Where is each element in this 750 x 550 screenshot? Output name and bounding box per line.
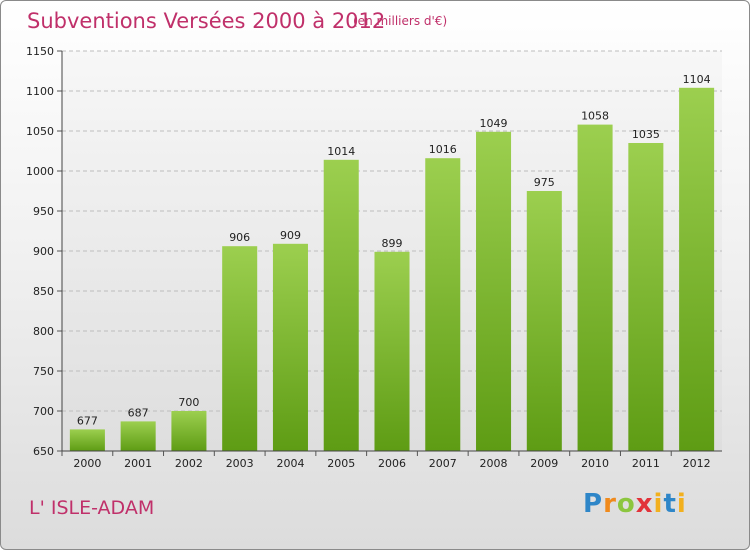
y-tick-label: 1050 — [26, 125, 54, 138]
bar-2007 — [425, 158, 461, 451]
x-tick-label-2009: 2009 — [530, 457, 558, 470]
y-tick-label: 850 — [33, 285, 54, 298]
y-tick-label: 650 — [33, 445, 54, 458]
axes — [61, 51, 722, 452]
value-label-2000: 677 — [77, 414, 98, 427]
y-tick-label: 1000 — [26, 165, 54, 178]
x-tick-label-2008: 2008 — [480, 457, 508, 470]
x-tick-label-2006: 2006 — [378, 457, 406, 470]
value-label-2008: 1049 — [480, 117, 508, 130]
bar-2002 — [171, 411, 207, 451]
bar-2010 — [577, 124, 613, 451]
y-tick-label: 1100 — [26, 85, 54, 98]
value-label-2011: 1035 — [632, 128, 660, 141]
y-tick-label: 800 — [33, 325, 54, 338]
value-label-2005: 1014 — [327, 145, 355, 158]
bar-2012 — [679, 87, 715, 452]
value-label-2001: 687 — [128, 406, 149, 419]
bar-2008 — [476, 131, 512, 452]
value-label-2003: 906 — [229, 231, 250, 244]
bar-2011 — [628, 143, 664, 451]
x-tick-label-2003: 2003 — [226, 457, 254, 470]
bar-2001 — [120, 421, 156, 451]
value-label-2004: 909 — [280, 229, 301, 242]
proxiti-logo: Proxiti — [583, 489, 687, 519]
y-tick-label: 950 — [33, 205, 54, 218]
chart-subtitle: (en milliers d'€) — [353, 14, 448, 28]
x-tick-labels: 2000 2001 2002 2003 2004 2005 2006 2007 2008 2009… — [61, 451, 711, 470]
x-tick-label-2010: 2010 — [581, 457, 609, 470]
bar-2000 — [69, 429, 105, 451]
bar-2005 — [323, 159, 359, 452]
value-label-2002: 700 — [178, 396, 199, 409]
bars — [69, 87, 715, 452]
x-tick-label-2007: 2007 — [429, 457, 457, 470]
y-tick-label: 1150 — [26, 45, 54, 58]
value-label-2010: 1058 — [581, 110, 609, 123]
bar-2009 — [526, 191, 562, 451]
x-tick-label-2002: 2002 — [175, 457, 203, 470]
value-label-2007: 1016 — [429, 143, 457, 156]
x-tick-label-2012: 2012 — [683, 457, 711, 470]
x-tick-label-2011: 2011 — [632, 457, 660, 470]
y-tick-label: 700 — [33, 405, 54, 418]
bar-2004 — [272, 243, 308, 451]
location-label: L' ISLE-ADAM — [29, 497, 155, 519]
value-label-2006: 899 — [382, 237, 403, 250]
y-tick-labels: 650 700 750 800 850 900 950 1000 1050 1100 1150 — [26, 45, 54, 458]
chart-title: Subventions Versées 2000 à 2012 — [27, 9, 386, 33]
x-tick-label-2001: 2001 — [124, 457, 152, 470]
bar-2003 — [222, 246, 258, 451]
value-label-2012: 1104 — [683, 73, 711, 86]
y-tick-label: 750 — [33, 365, 54, 378]
value-label-2009: 975 — [534, 176, 555, 189]
x-tick-label-2005: 2005 — [327, 457, 355, 470]
value-labels: 677 687 700 906 909 1014 899 1016 1049 975 1058 103… — [77, 73, 711, 428]
bar-2006 — [374, 251, 410, 451]
x-tick-label-2000: 2000 — [73, 457, 101, 470]
x-tick-label-2004: 2004 — [276, 457, 304, 470]
y-tick-label: 900 — [33, 245, 54, 258]
